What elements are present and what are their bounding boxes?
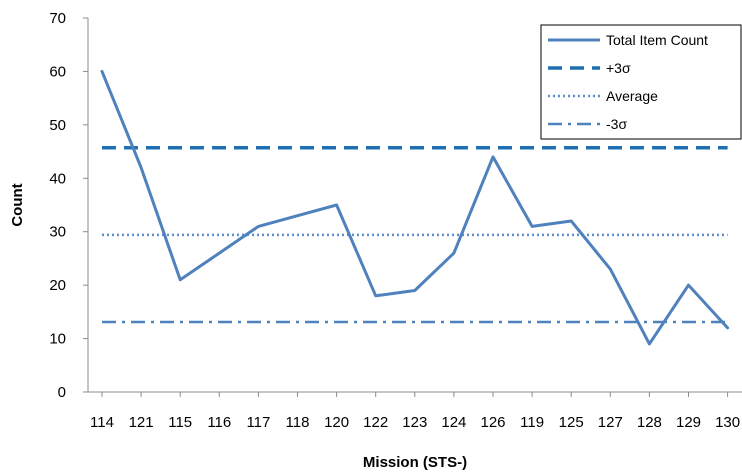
y-tick-label: 0: [58, 384, 66, 401]
y-tick-label: 40: [49, 170, 66, 187]
legend-label: Average: [606, 88, 658, 104]
series-lines: [100, 69, 730, 346]
x-tick-label: 114: [90, 414, 114, 431]
x-tick-label: 128: [637, 414, 662, 431]
x-tick-label: 121: [129, 414, 154, 431]
y-tick-label: 30: [49, 224, 66, 241]
y-tick-label: 50: [49, 117, 66, 134]
y-tick-label: 60: [49, 63, 66, 80]
x-tick-label: 123: [402, 414, 427, 431]
x-tick-label: 125: [559, 414, 584, 431]
x-axis-ticks: 114 121 115 116 117 118 120 122 123 124 126 119 125 1…: [90, 392, 740, 431]
legend-label: +3σ: [606, 60, 631, 76]
x-tick-label: 115: [168, 414, 192, 431]
x-tick-label: 129: [676, 414, 701, 431]
legend-label: Total Item Count: [606, 32, 708, 48]
x-tick-label: 130: [715, 414, 740, 431]
x-tick-label: 120: [324, 414, 349, 431]
y-axis-ticks: 0 10 20 30 40 50 60 70: [49, 10, 88, 401]
x-tick-label: 118: [286, 414, 310, 431]
x-tick-label: 119: [520, 414, 544, 431]
legend-box: [540, 24, 742, 140]
x-tick-label: 127: [598, 414, 623, 431]
x-tick-label: 122: [363, 414, 388, 431]
y-axis-title: Count: [9, 183, 26, 226]
legend: Total Item Count +3σ Average -3σ: [540, 24, 742, 140]
x-tick-label: 116: [207, 414, 231, 431]
x-tick-label: 124: [441, 414, 466, 431]
x-axis-title: Mission (STS-): [363, 454, 467, 471]
y-tick-label: 20: [49, 277, 66, 294]
x-tick-label: 117: [246, 414, 270, 431]
y-tick-label: 10: [49, 331, 66, 348]
y-tick-label: 70: [49, 10, 66, 27]
x-tick-label: 126: [480, 414, 505, 431]
series-line-total-item-count: [100, 69, 730, 346]
legend-label: -3σ: [606, 116, 627, 132]
